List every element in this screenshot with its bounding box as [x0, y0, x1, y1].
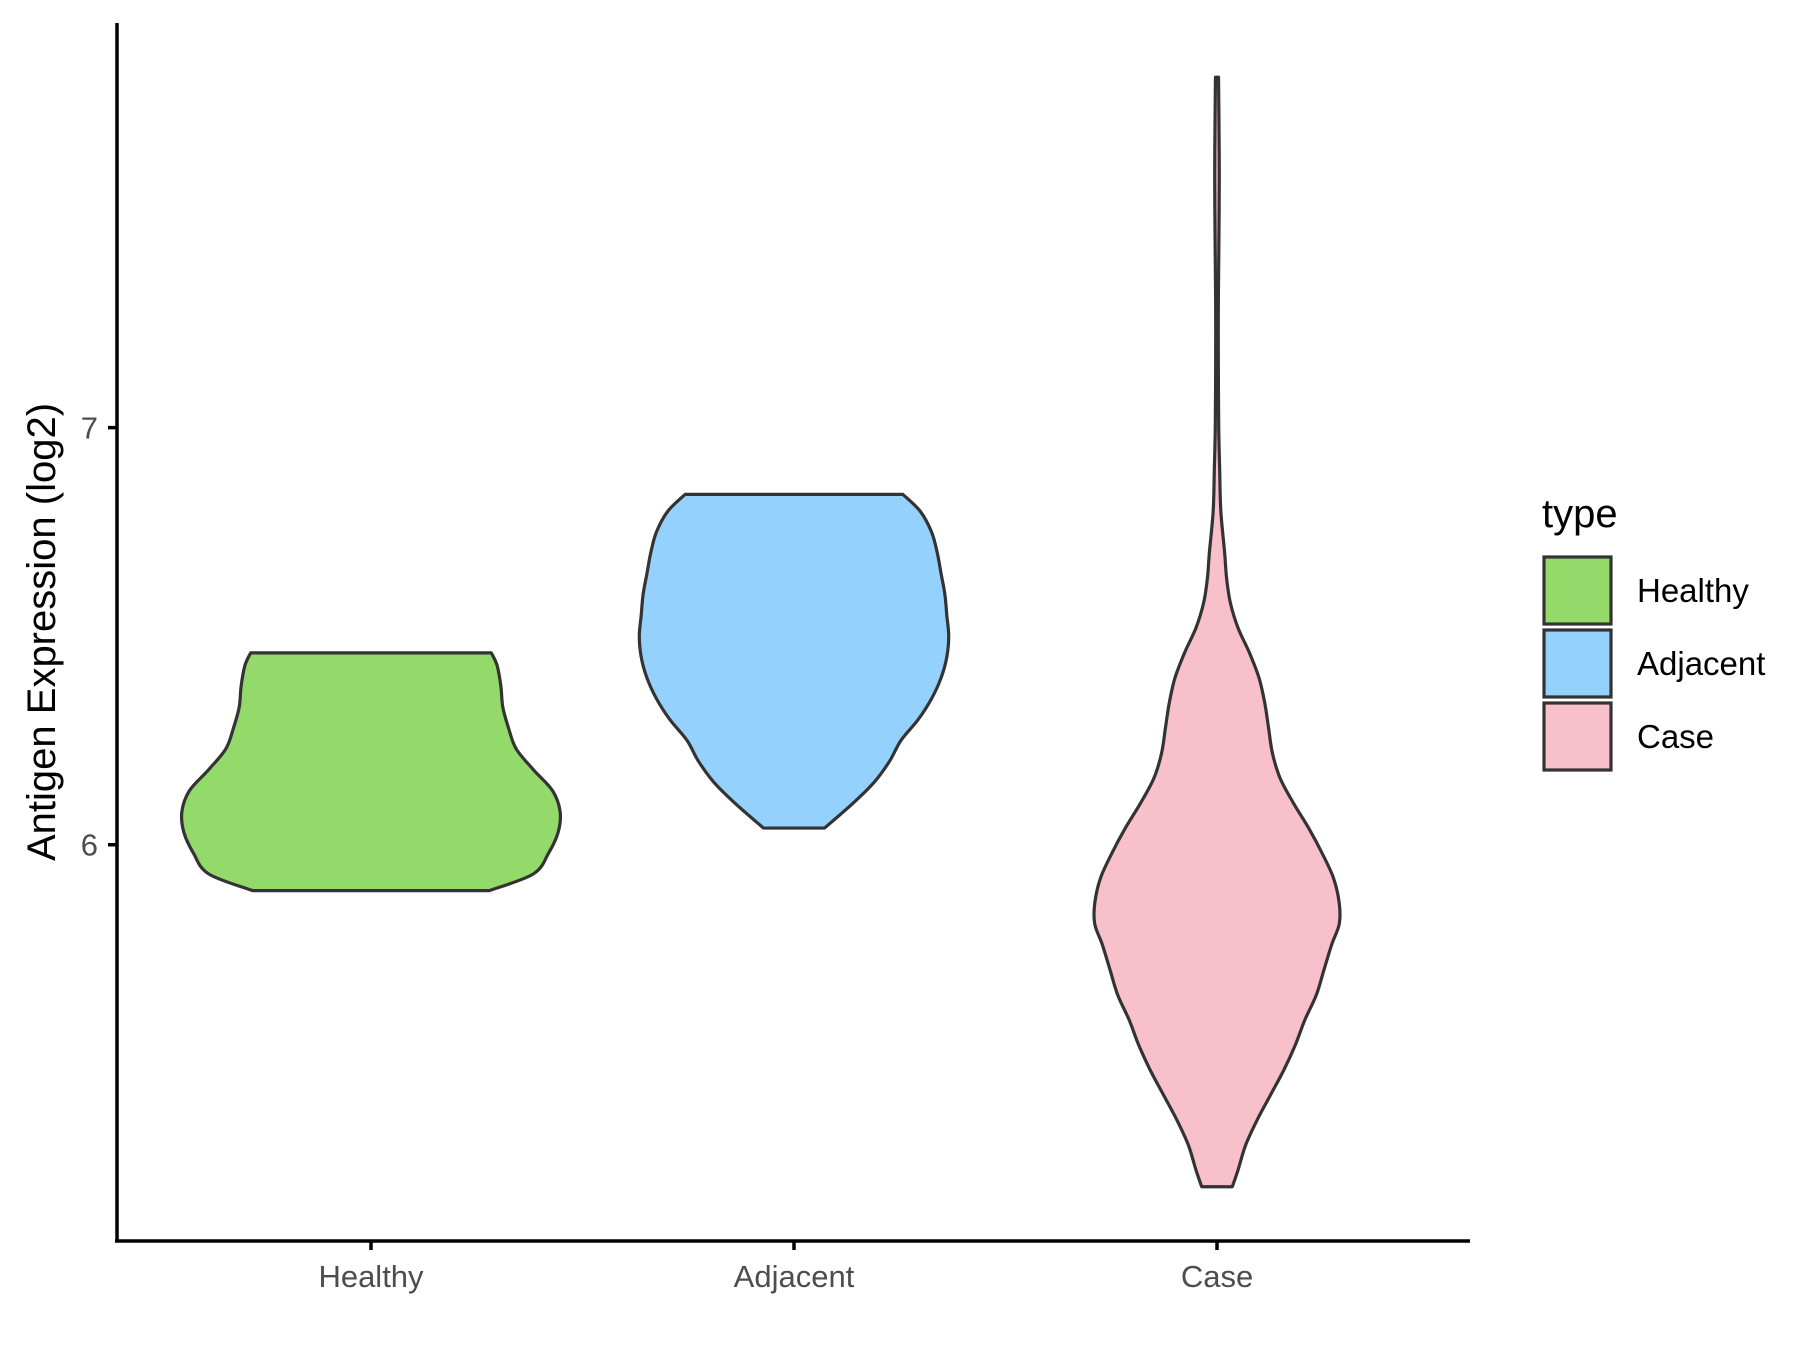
- y-tick-label: 6: [81, 828, 98, 863]
- y-ticks: 67: [81, 411, 117, 863]
- legend-title: type: [1542, 492, 1618, 536]
- violin-group: [179, 75, 1342, 1189]
- x-tick-label: Case: [1181, 1259, 1253, 1294]
- x-ticks: Healthy Adjacent Case: [318, 1241, 1253, 1294]
- legend-key-adjacent: [1542, 628, 1613, 699]
- y-tick-label: 7: [81, 411, 98, 446]
- violin-healthy: [179, 651, 563, 893]
- legend-label-adjacent: Adjacent: [1637, 645, 1765, 682]
- violin-case: [1092, 75, 1342, 1189]
- legend-label-healthy: Healthy: [1637, 572, 1749, 609]
- legend-key-case: [1542, 701, 1613, 772]
- legend-label-case: Case: [1637, 718, 1714, 755]
- y-axis-title: Antigen Expression (log2): [20, 403, 64, 861]
- violin-adjacent: [637, 492, 951, 830]
- legend-key-healthy: [1542, 555, 1613, 626]
- x-tick-label: Healthy: [318, 1259, 424, 1294]
- legend-items: Healthy Adjacent Case: [1542, 555, 1765, 772]
- legend: type Healthy Adjacent Case: [1542, 492, 1765, 772]
- x-tick-label: Adjacent: [734, 1259, 855, 1294]
